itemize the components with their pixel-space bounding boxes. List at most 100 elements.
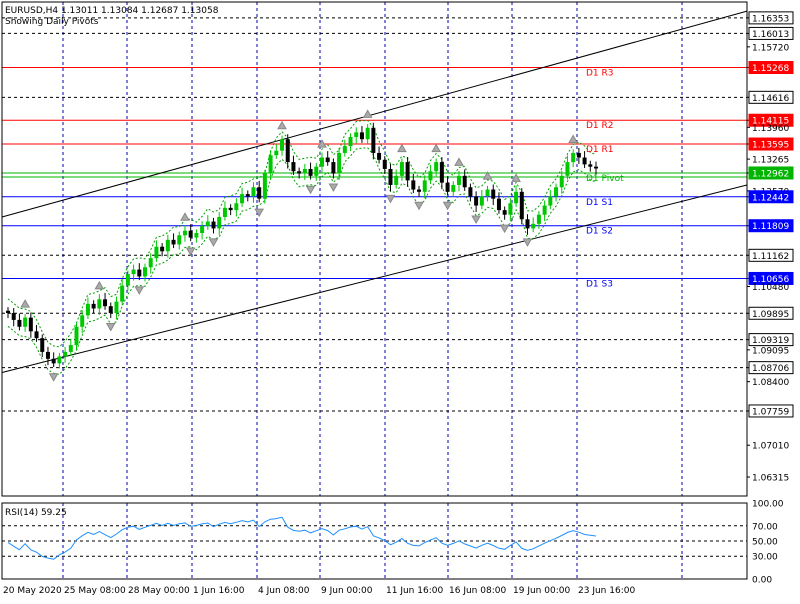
candle-body (125, 274, 130, 286)
candle-body (422, 180, 427, 192)
candle-body (11, 313, 16, 320)
price-label: 1.15720 (752, 43, 789, 53)
candle-body (399, 162, 404, 176)
candle-body (228, 207, 233, 211)
candle-body (588, 164, 593, 167)
price-label-boxed: 1.09895 (752, 310, 789, 320)
candle-body (531, 223, 536, 229)
candle-body (211, 221, 216, 229)
candle-body (565, 162, 570, 176)
candlesticks (6, 122, 598, 369)
candle-body (514, 191, 519, 204)
rsi-axis-label: 0.00 (752, 576, 772, 586)
candle-body (388, 168, 393, 185)
candle-body (234, 203, 239, 211)
candle-body (554, 187, 559, 197)
rsi-label: RSI(14) 59.25 (5, 508, 67, 518)
candle-body (91, 303, 96, 309)
trend-channel[interactable] (1, 10, 748, 373)
candle-body (331, 162, 336, 174)
price-label-box (748, 404, 794, 418)
fractal-down-marker (414, 201, 424, 211)
time-label: 9 Jun 00:00 (321, 586, 373, 596)
price-label: 1.09095 (752, 346, 789, 356)
rsi-axis-label: 50.00 (752, 538, 778, 548)
price-label: 1.06315 (752, 474, 789, 484)
candle-body (485, 189, 490, 197)
fractal-up-marker (431, 143, 442, 153)
fractal-down-marker (254, 208, 265, 218)
candle-body (148, 258, 153, 268)
price-label-box (748, 61, 794, 75)
candle-body (462, 175, 467, 188)
candle-body (205, 221, 210, 227)
price-axis: 1.16353 1.16013 1.15720 1.15268 1.14616 1.141… (747, 11, 794, 484)
fractal-markers (20, 109, 579, 382)
candle-body (6, 310, 10, 314)
candle-body (394, 175, 399, 185)
fractal-down-marker (471, 215, 481, 224)
candle-body (222, 207, 227, 217)
price-label-box (748, 333, 794, 347)
candle-body (143, 267, 148, 277)
candle-body (308, 168, 313, 176)
price-label-boxed: 1.14115 (752, 117, 789, 127)
candle-body (359, 132, 364, 140)
candle-body (257, 187, 262, 199)
candle-body (103, 299, 108, 307)
candle-body (302, 168, 307, 174)
candle-body (194, 232, 199, 238)
fractal-up-marker (277, 120, 287, 130)
time-label: 28 May 00:00 (128, 586, 190, 596)
price-label-boxed: 1.12442 (752, 193, 789, 203)
rsi-indicator: 100.00 70.00 50.00 30.00 0.00 (2, 500, 784, 586)
time-label: 19 Jun 00:00 (513, 586, 570, 596)
time-label: 4 Jun 08:00 (258, 586, 310, 596)
candle-body (34, 331, 39, 339)
price-label-boxed: 1.11809 (752, 222, 789, 232)
candle-body (63, 351, 68, 357)
price-label-boxed: 1.07759 (752, 407, 789, 417)
fractal-down-marker (522, 238, 533, 247)
candle-body (131, 269, 136, 275)
candle-body (108, 306, 113, 314)
pivot-label: D1 R3 (586, 69, 614, 79)
pivot-label: D1 Pivot (586, 174, 624, 184)
candle-body (525, 219, 530, 229)
candle-body (80, 315, 85, 327)
price-label-boxed: 1.10656 (752, 275, 789, 285)
candle-body (411, 180, 416, 190)
candle-body (496, 198, 501, 211)
candle-body (97, 299, 102, 309)
channel-upper-line[interactable] (1, 10, 748, 218)
rsi-axis-label: 30.00 (752, 553, 778, 563)
candle-body (468, 187, 473, 197)
price-label-boxed: 1.09319 (752, 336, 789, 346)
candle-body (479, 196, 484, 206)
channel-lower-line[interactable] (1, 184, 748, 373)
candle-body (571, 152, 576, 163)
candle-body (217, 216, 222, 229)
fractal-down-marker (328, 183, 339, 192)
time-label: 20 May 2020 (3, 586, 62, 596)
time-axis: 20 May 2020 25 May 08:00 28 May 00:00 1 Jun… (3, 586, 635, 596)
candle-body (285, 139, 290, 163)
rsi-axis-label: 100.00 (752, 500, 784, 510)
candle-body (68, 345, 73, 352)
pivot-labels: D1 R3 D1 R2 D1 R1 D1 Pivot D1 S1 D1 S2 D1 S3 (586, 69, 624, 290)
price-label-box (748, 361, 794, 375)
fractal-up-marker (94, 280, 105, 290)
fractal-down-marker (499, 224, 510, 234)
candle-body (171, 239, 176, 245)
candle-body (297, 171, 302, 174)
fractal-up-marker (454, 157, 464, 166)
candle-body (382, 159, 387, 169)
price-label: 1.13265 (752, 156, 789, 166)
candle-body (245, 194, 250, 197)
candle-body (165, 239, 170, 252)
fractal-up-marker (397, 143, 407, 153)
price-label-boxed: 1.08706 (752, 364, 789, 374)
